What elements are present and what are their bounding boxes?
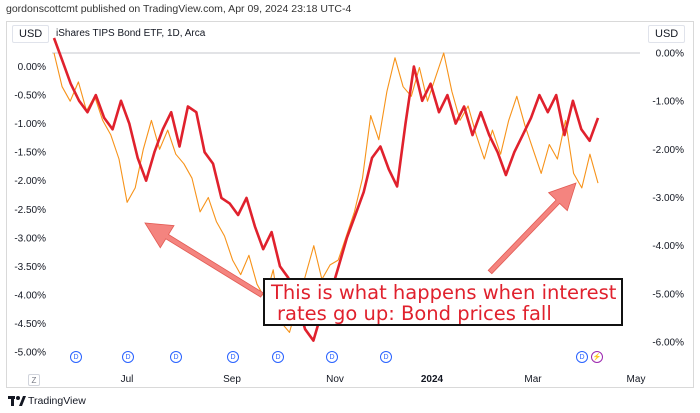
right-tick-label: -3.00% [652, 193, 684, 204]
left-tick-label: -4.50% [14, 319, 46, 330]
left-unit-label[interactable]: USD [12, 25, 50, 43]
left-tick-label: -2.00% [14, 176, 46, 187]
left-tick-label: 0.00% [18, 62, 46, 73]
left-tick-label: -1.00% [14, 119, 46, 130]
right-tick-label: -6.00% [652, 338, 684, 349]
x-tick-label: Nov [326, 374, 344, 385]
annotation-line-2: rates go up: Bond prices fall [277, 302, 552, 325]
x-tick-label: Jul [121, 374, 134, 385]
x-tick-label: 2024 [421, 374, 444, 385]
header: gordonscottcmt published on TradingView.… [0, 0, 700, 22]
left-tick-label: -3.00% [14, 233, 46, 244]
dividend-marker[interactable]: D [122, 351, 134, 363]
dividend-marker[interactable]: D [576, 351, 588, 363]
right-unit-label[interactable]: USD [648, 25, 686, 43]
left-tick-label: -5.00% [14, 348, 46, 359]
annotation-line-1: This is what happens when interest [271, 281, 617, 304]
right-tick-label: -1.00% [652, 97, 684, 108]
right-tick-label: -2.00% [652, 145, 684, 156]
left-tick-label: -4.00% [14, 290, 46, 301]
annotation-arrows [144, 182, 577, 298]
dividend-marker[interactable]: D [272, 351, 284, 363]
publisher-text: gordonscottcmt published on TradingView.… [6, 3, 352, 15]
symbol-label: iShares TIPS Bond ETF, 1D, Arca [56, 28, 206, 39]
right-tick-label: -4.00% [652, 241, 684, 252]
x-tick-label: Sep [223, 374, 241, 385]
annotation-box: This is what happens when interest rates… [263, 278, 623, 326]
x-tick-label: Mar [524, 374, 542, 385]
split-marker[interactable]: Z [28, 374, 40, 386]
footer: TradingView [0, 392, 700, 413]
dividend-marker[interactable]: D [170, 351, 182, 363]
x-tick-label: May [627, 374, 646, 385]
left-tick-label: -2.50% [14, 205, 46, 216]
dividend-marker[interactable]: D [380, 351, 392, 363]
dividend-marker[interactable]: D [326, 351, 338, 363]
x-axis: Jul Sep Nov 2024 Mar May [121, 374, 646, 385]
left-tick-label: -0.50% [14, 91, 46, 102]
dividend-marker[interactable]: D [227, 351, 239, 363]
arrow-right [487, 182, 577, 275]
tradingview-brand: TradingView [28, 395, 86, 407]
left-tick-label: -3.50% [14, 262, 46, 273]
right-tick-label: 0.00% [656, 49, 684, 60]
left-axis: 0.50%0.00%-0.50%-1.00%-1.50%-2.00%-2.50%… [14, 34, 46, 359]
series-orange-line [53, 52, 599, 333]
earnings-bolt-icon[interactable]: ⚡ [591, 351, 603, 363]
chart-frame [6, 21, 694, 388]
arrow-left [144, 222, 264, 298]
left-tick-label: -1.50% [14, 148, 46, 159]
dividend-marker[interactable]: D [70, 351, 82, 363]
right-axis: 0.00% -1.00% -2.00% -3.00% -4.00% -5.00% -6.00… [652, 49, 684, 349]
right-tick-label: -5.00% [652, 289, 684, 300]
tradingview-logo-icon [8, 396, 26, 406]
